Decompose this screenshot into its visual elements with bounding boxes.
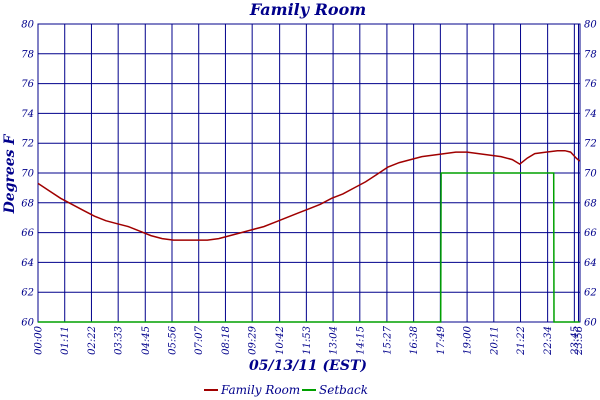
series-line-setback xyxy=(38,172,580,323)
x-tick-label: 11:53 xyxy=(302,326,313,355)
y-tick-label-right: 64 xyxy=(584,258,597,269)
y-tick-label-left: 60 xyxy=(21,318,34,329)
x-tick-label: 14:15 xyxy=(355,326,366,355)
x-tick-label: 10:42 xyxy=(275,326,286,355)
x-tick-label: 08:18 xyxy=(221,326,232,355)
y-tick-label-right: 60 xyxy=(584,318,597,329)
y-tick-label-left: 62 xyxy=(21,288,34,299)
y-tick-label-left: 80 xyxy=(21,20,34,31)
grid xyxy=(37,23,581,323)
x-tick-label: 15:27 xyxy=(382,325,393,354)
x-tick-label: 23:45 xyxy=(570,326,581,356)
y-tick-label-left: 76 xyxy=(21,79,34,90)
y-tick-label-right: 72 xyxy=(584,139,597,150)
chart-title: Family Room xyxy=(249,0,366,19)
x-tick-label: 05:56 xyxy=(167,325,178,354)
series-line-family-room xyxy=(37,149,581,241)
x-tick-label: 02:22 xyxy=(87,326,98,355)
x-tick-label: 13:04 xyxy=(329,326,340,355)
x-tick-label: 04:45 xyxy=(141,326,152,355)
legend: Family Room Setback xyxy=(204,383,368,397)
y-tick-label-left: 70 xyxy=(21,169,34,180)
y-tick-label-left: 64 xyxy=(21,258,34,269)
y-tick-label-left: 68 xyxy=(21,198,34,209)
series-lines xyxy=(37,149,581,323)
x-tick-label: 07:07 xyxy=(194,325,205,354)
tick-labels: 60 60 62 62 64 64 66 66 68 68 70 70 72 72 74 74 76 76 78 78… xyxy=(21,20,597,356)
x-axis-title: 05/13/11 (EST) xyxy=(249,358,367,374)
x-tick-label: 19:00 xyxy=(463,325,474,354)
y-tick-label-right: 78 xyxy=(584,49,597,60)
y-tick-label-right: 66 xyxy=(584,228,597,239)
y-tick-label-right: 80 xyxy=(584,20,597,31)
y-tick-label-left: 72 xyxy=(21,139,34,150)
x-tick-label: 21:22 xyxy=(516,326,527,356)
y-axis-title: Degrees F xyxy=(2,134,18,215)
y-tick-label-left: 78 xyxy=(21,49,34,60)
y-tick-label-left: 66 xyxy=(21,228,34,239)
y-tick-label-right: 70 xyxy=(584,169,597,180)
x-tick-label: 03:33 xyxy=(114,326,125,355)
legend-label: Family Room xyxy=(220,383,300,397)
legend-label: Setback xyxy=(319,383,368,397)
x-tick-label: 00:00 xyxy=(34,325,45,354)
x-tick-label: 23:56 xyxy=(574,325,585,355)
y-tick-label-right: 68 xyxy=(584,198,597,209)
y-tick-label-right: 76 xyxy=(584,79,597,90)
x-tick-label: 22:34 xyxy=(543,326,554,356)
y-tick-label-right: 74 xyxy=(584,109,597,120)
x-tick-label: 17:49 xyxy=(436,325,447,354)
y-tick-label-right: 62 xyxy=(584,288,597,299)
x-tick-label: 16:38 xyxy=(409,326,420,355)
x-tick-label: 01:11 xyxy=(60,326,71,355)
y-tick-label-left: 74 xyxy=(21,109,34,120)
x-tick-label: 09:29 xyxy=(248,325,259,354)
x-tick-label: 20:11 xyxy=(489,326,500,356)
